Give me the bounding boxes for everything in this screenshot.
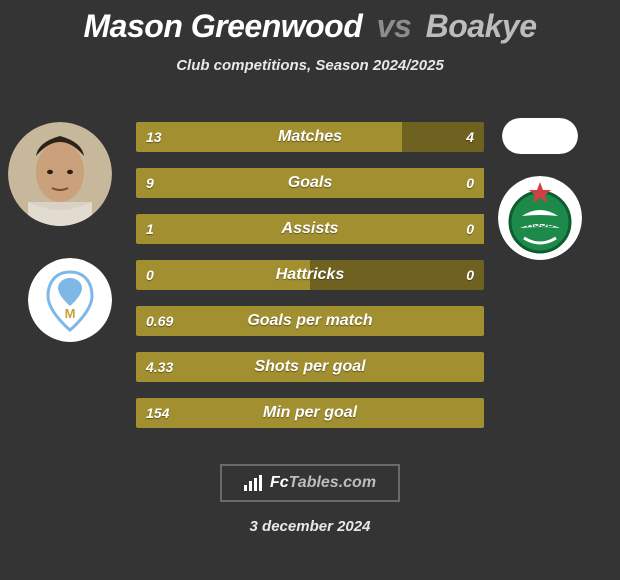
brand-badge: FcTables.com (220, 464, 400, 502)
stat-row: 00Hattricks (136, 260, 484, 290)
stat-label: Goals per match (136, 306, 484, 336)
svg-text:M: M (65, 306, 76, 321)
stat-label: Min per goal (136, 398, 484, 428)
date-label: 3 december 2024 (0, 518, 620, 535)
stat-row: 4.33Shots per goal (136, 352, 484, 382)
player1-name: Mason Greenwood (84, 8, 363, 44)
player2-club-badge: ASSE (498, 176, 582, 260)
player2-avatar (502, 118, 578, 154)
player1-club-badge: M (28, 258, 112, 342)
stat-row: 10Assists (136, 214, 484, 244)
stat-row: 154Min per goal (136, 398, 484, 428)
comparison-title: Mason Greenwood vs Boakye (0, 0, 620, 45)
stat-label: Matches (136, 122, 484, 152)
player2-name: Boakye (426, 8, 537, 44)
player1-avatar (8, 122, 112, 226)
stat-label: Hattricks (136, 260, 484, 290)
stat-label: Assists (136, 214, 484, 244)
vs-separator: vs (377, 8, 412, 44)
brand-fc: Fc (270, 474, 289, 491)
comparison-stage: M ASSE 134Matches 90Goals 10Assists 00Hattr… (0, 104, 620, 444)
stat-label: Goals (136, 168, 484, 198)
chart-icon (244, 475, 264, 491)
stat-bars: 134Matches 90Goals 10Assists 00Hattricks 0.6… (136, 122, 484, 444)
stat-row: 90Goals (136, 168, 484, 198)
subtitle: Club competitions, Season 2024/2025 (0, 57, 620, 74)
brand-tables: Tables.com (289, 474, 376, 491)
stat-row: 0.69Goals per match (136, 306, 484, 336)
stat-label: Shots per goal (136, 352, 484, 382)
stat-row: 134Matches (136, 122, 484, 152)
svg-text:ASSE: ASSE (526, 219, 554, 230)
